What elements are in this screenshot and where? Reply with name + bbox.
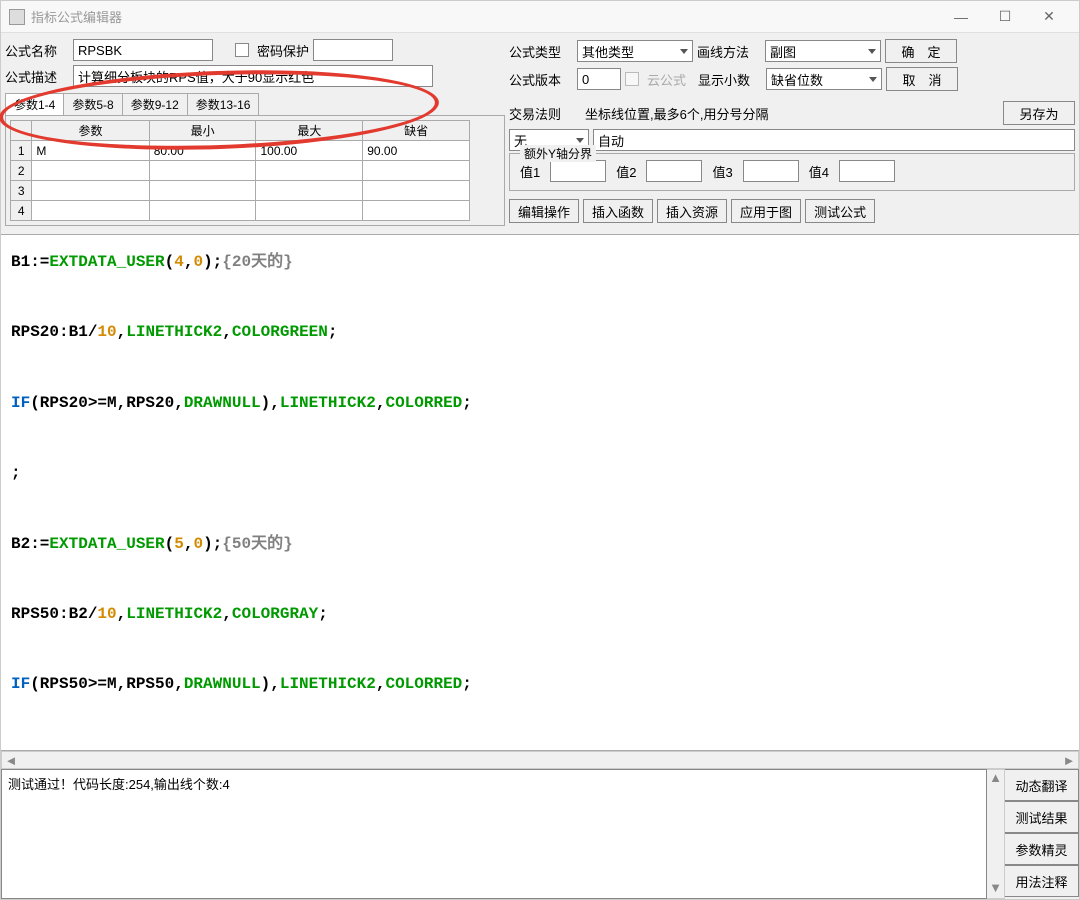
horizontal-scrollbar[interactable]: ◄ ►: [1, 751, 1079, 769]
param2-name[interactable]: [32, 161, 148, 180]
scroll-left-icon[interactable]: ◄: [2, 753, 20, 768]
cancel-button[interactable]: 取 消: [886, 67, 958, 91]
version-input[interactable]: [577, 68, 621, 90]
param-box: 参数 最小 最大 缺省 1 2: [5, 115, 505, 226]
usage-button[interactable]: 用法注释: [1005, 865, 1079, 897]
label-type: 公式类型: [509, 42, 573, 61]
tab-params-13-16[interactable]: 参数13-16: [187, 93, 260, 115]
apply-chart-button[interactable]: 应用于图: [731, 199, 801, 223]
window-title: 指标公式编辑器: [31, 7, 122, 26]
window: 指标公式编辑器 — ☐ ✕ 公式名称 密码保护 公式描述 参数1-4 参数5-8: [0, 0, 1080, 900]
label-rule: 交易法则: [509, 104, 561, 123]
col-param: 参数: [32, 121, 149, 141]
password-checkbox[interactable]: [235, 43, 249, 57]
label-v2: 值2: [616, 162, 636, 181]
label-decimals: 显示小数: [698, 70, 762, 89]
scroll-up-icon[interactable]: ▲: [989, 770, 1002, 788]
table-row: 2: [11, 161, 470, 181]
param1-max[interactable]: [256, 141, 362, 160]
test-result-button[interactable]: 测试结果: [1005, 801, 1079, 833]
scroll-down-icon[interactable]: ▼: [989, 880, 1002, 898]
test-formula-button[interactable]: 测试公式: [805, 199, 875, 223]
cloud-checkbox: [625, 72, 639, 86]
left-top-panel: 公式名称 密码保护 公式描述 参数1-4 参数5-8 参数9-12 参数13-1…: [5, 39, 505, 226]
label-v3: 值3: [712, 162, 732, 181]
status-text: 测试通过！代码长度:254,输出线个数:4: [1, 769, 987, 899]
param1-min[interactable]: [150, 141, 256, 160]
param1-def[interactable]: [363, 141, 469, 160]
formula-name-input[interactable]: [73, 39, 213, 61]
col-def: 缺省: [363, 121, 470, 141]
top-panel: 公式名称 密码保护 公式描述 参数1-4 参数5-8 参数9-12 参数13-1…: [1, 33, 1079, 226]
param-tabs: 参数1-4 参数5-8 参数9-12 参数13-16: [5, 93, 505, 115]
param3-name[interactable]: [32, 181, 148, 200]
yaxis-legend: 额外Y轴分界: [520, 145, 596, 162]
close-button[interactable]: ✕: [1027, 3, 1071, 31]
type-select[interactable]: 其他类型: [577, 40, 693, 62]
param-wizard-button[interactable]: 参数精灵: [1005, 833, 1079, 865]
insert-res-button[interactable]: 插入资源: [657, 199, 727, 223]
saveas-button[interactable]: 另存为: [1003, 101, 1075, 125]
ok-button[interactable]: 确 定: [885, 39, 957, 63]
tab-params-9-12[interactable]: 参数9-12: [122, 93, 188, 115]
desc-input[interactable]: [73, 65, 433, 87]
maximize-button[interactable]: ☐: [983, 3, 1027, 31]
table-row: 4: [11, 201, 470, 221]
tab-params-5-8[interactable]: 参数5-8: [63, 93, 122, 115]
yaxis-groupbox: 额外Y轴分界 值1 值2 值3 值4: [509, 153, 1075, 191]
param-table: 参数 最小 最大 缺省 1 2: [10, 120, 470, 221]
label-desc: 公式描述: [5, 67, 69, 86]
draw-select[interactable]: 副图: [765, 40, 881, 62]
edit-op-button[interactable]: 编辑操作: [509, 199, 579, 223]
minimize-button[interactable]: —: [939, 3, 983, 31]
table-row: 3: [11, 181, 470, 201]
app-icon: [9, 9, 25, 25]
decimals-select[interactable]: 缺省位数: [766, 68, 882, 90]
right-top-panel: 公式类型 其他类型 画线方法 副图 确 定 公式版本 云公式 显示小数 缺省位数…: [509, 39, 1075, 226]
v4-input[interactable]: [839, 160, 895, 182]
v2-input[interactable]: [646, 160, 702, 182]
label-password: 密码保护: [257, 41, 309, 60]
v1-input[interactable]: [550, 160, 606, 182]
code-editor[interactable]: B1:=EXTDATA_USER(4,0);{20天的} RPS20:B1/10…: [1, 234, 1079, 751]
v3-input[interactable]: [743, 160, 799, 182]
side-buttons: 动态翻译 测试结果 参数精灵 用法注释: [1005, 769, 1079, 899]
scroll-right-icon[interactable]: ►: [1060, 753, 1078, 768]
label-formula-name: 公式名称: [5, 41, 69, 60]
label-cloud: 云公式: [647, 70, 686, 89]
table-row: 1: [11, 141, 470, 161]
insert-fn-button[interactable]: 插入函数: [583, 199, 653, 223]
label-coord: 坐标线位置,最多6个,用分号分隔: [585, 104, 768, 123]
label-v4: 值4: [809, 162, 829, 181]
coord-input[interactable]: [593, 129, 1075, 151]
titlebar: 指标公式编辑器 — ☐ ✕: [1, 1, 1079, 33]
col-min: 最小: [149, 121, 256, 141]
label-v1: 值1: [520, 162, 540, 181]
status-panel: 测试通过！代码长度:254,输出线个数:4 ▲ ▼ 动态翻译 测试结果 参数精灵…: [1, 769, 1079, 899]
vertical-scrollbar[interactable]: ▲ ▼: [987, 769, 1005, 899]
dyn-translate-button[interactable]: 动态翻译: [1005, 769, 1079, 801]
password-input[interactable]: [313, 39, 393, 61]
col-max: 最大: [256, 121, 363, 141]
param1-name[interactable]: [32, 141, 148, 160]
param4-name[interactable]: [32, 201, 148, 220]
label-draw: 画线方法: [697, 42, 761, 61]
label-version: 公式版本: [509, 70, 573, 89]
tab-params-1-4[interactable]: 参数1-4: [5, 93, 64, 115]
